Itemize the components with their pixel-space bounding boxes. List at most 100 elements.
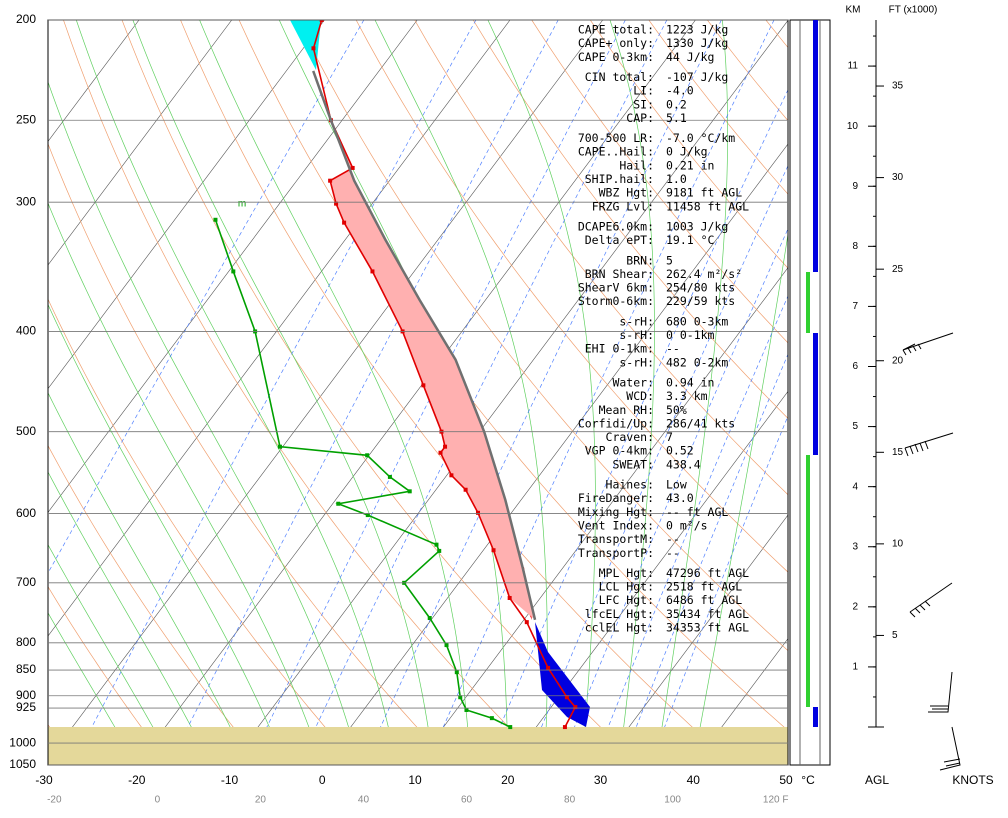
stat-label: DCAPE6.0km: — [578, 219, 654, 233]
stat-label: SWEAT: — [612, 457, 654, 471]
stat-label: LI: — [633, 84, 654, 98]
isotherm — [0, 20, 46, 765]
isotherm — [136, 20, 696, 765]
stat-value: 262.4 m²/s² — [666, 267, 742, 281]
side-panel — [789, 19, 831, 766]
moist-adiabat — [609, 20, 655, 765]
stat-label: CIN total: — [585, 70, 654, 84]
panel-bar — [813, 20, 818, 272]
mixing-ratio — [71, 20, 477, 765]
shade-cyan — [290, 20, 321, 70]
profiles — [213, 20, 578, 730]
y-tick-label: 600 — [16, 506, 36, 520]
isotherm — [414, 267, 788, 765]
panel-bar — [813, 333, 818, 455]
stat-value: 482 0-2km — [666, 355, 728, 369]
profile-point — [421, 383, 426, 388]
profile-point — [449, 473, 454, 478]
stat-value: 1223 J/kg — [666, 23, 728, 37]
km-tick-label: 1 — [852, 662, 858, 673]
mixing-ratio — [649, 415, 788, 765]
mixing-ratio — [362, 20, 722, 765]
x-tick-label: 50 — [779, 773, 793, 787]
stat-value: 7 — [666, 430, 673, 444]
stat-label: lfcEL Hgt: — [585, 607, 654, 621]
barb — [939, 726, 961, 771]
dry-adiabat — [48, 724, 76, 765]
ft-tick-label: 10 — [892, 539, 904, 550]
mixing-ratio — [48, 20, 365, 574]
x-tick-label: 40 — [687, 773, 701, 787]
dry-adiabat — [941, 20, 1008, 765]
stat-label: Corfidi/Up: — [578, 416, 654, 430]
y-tick-label: 850 — [16, 662, 36, 676]
profile-point — [573, 705, 578, 710]
stat-label: cclEL Hgt: — [585, 621, 654, 635]
profile-point — [319, 20, 324, 22]
moist-adiabat — [48, 471, 212, 765]
ft-tick-label: 25 — [892, 264, 904, 275]
isotherm — [48, 20, 603, 761]
annotation: m — [238, 199, 246, 210]
y-tick-label: 400 — [16, 324, 36, 338]
panel-bar — [813, 707, 818, 727]
stat-value: -- — [666, 546, 680, 560]
stat-value: Low — [666, 478, 687, 492]
dry-adiabat — [48, 586, 171, 765]
moist-adiabat — [48, 544, 175, 765]
stat-label: CAPE total: — [578, 23, 654, 37]
moist-adiabat — [199, 20, 471, 765]
profile-point — [443, 444, 448, 449]
stat-label: Vent Index: — [578, 518, 654, 532]
barb — [909, 582, 953, 618]
profile-point — [489, 716, 494, 721]
stat-label: LFC Hgt: — [599, 593, 654, 607]
f-tick-label: 20 — [255, 795, 267, 806]
profile-point — [407, 489, 412, 494]
mixing-ratio — [483, 89, 788, 765]
isotherm — [48, 20, 140, 142]
stat-label: VGP 0-4km: — [585, 444, 654, 458]
profile-point — [336, 501, 341, 506]
moist-adiabat — [48, 80, 360, 765]
moist-adiabat — [75, 20, 397, 765]
stat-label: TransportM: — [578, 532, 654, 546]
moist-adiabat — [48, 303, 286, 765]
ft-tick-label: 20 — [892, 355, 904, 366]
stat-label: WCD: — [626, 389, 654, 403]
dry-adiabat — [355, 20, 788, 573]
km-tick-label: 2 — [852, 601, 858, 612]
f-tick-label: 40 — [358, 795, 370, 806]
isotherm — [693, 638, 788, 765]
stat-value: 0.94 in — [666, 375, 714, 389]
f-tick-label: 120 F — [763, 795, 789, 806]
stat-value: 50% — [666, 403, 687, 417]
moist-adiabat — [692, 231, 788, 765]
km-tick-label: 6 — [852, 361, 858, 372]
stat-value: 1330 J/kg — [666, 36, 728, 50]
stat-value: 680 0-3km — [666, 314, 728, 328]
profile-point — [328, 178, 333, 183]
stat-value: -- ft AGL — [666, 505, 728, 519]
km-tick-label: 3 — [852, 541, 858, 552]
profile-point — [463, 487, 468, 492]
stat-label: 700-500 LR: — [578, 131, 654, 145]
y-tick-label: 300 — [16, 194, 36, 208]
f-tick-label: 60 — [461, 795, 473, 806]
stat-label: s-rH: — [619, 355, 654, 369]
stat-label: WBZ Hgt: — [599, 186, 654, 200]
isotherm — [48, 20, 325, 390]
km-tick-label: 5 — [852, 421, 858, 432]
stat-value: 286/41 kts — [666, 416, 735, 430]
profile-point — [350, 165, 355, 170]
y-tick-label: 925 — [16, 700, 36, 714]
stat-label: SI: — [633, 97, 654, 111]
barb — [904, 432, 954, 457]
dry-adiabat — [48, 142, 453, 765]
km-tick-label: 9 — [852, 181, 858, 192]
stat-label: TransportP: — [578, 546, 654, 560]
stat-value: 254/80 kts — [666, 281, 735, 295]
isotherm — [229, 20, 788, 765]
y-tick-label: 1000 — [9, 735, 36, 749]
